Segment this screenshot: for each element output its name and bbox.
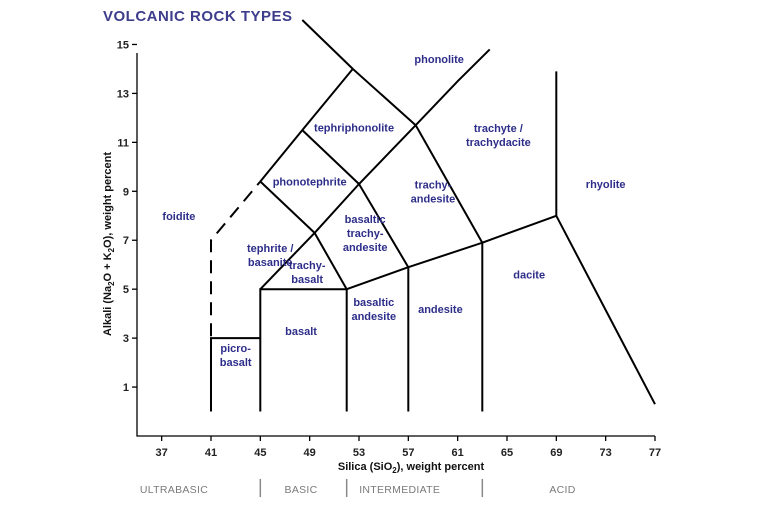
x-tick-label: 77	[649, 447, 661, 459]
y-tick-label: 1	[123, 382, 129, 394]
axis-lines	[136, 53, 655, 437]
x-tick-label: 73	[600, 447, 612, 459]
category-label: ULTRABASIC	[140, 484, 208, 496]
boundary-line	[210, 180, 262, 400]
field-label-line: picro-	[220, 343, 251, 355]
field-label-line: trachy-	[289, 260, 326, 272]
field-label-line: trachydacite	[466, 137, 531, 149]
field-label-line: phonotephrite	[273, 177, 347, 189]
field-label-phonotephrite: phonotephrite	[273, 177, 347, 189]
boundary-line	[555, 71, 656, 405]
field-label-line: dacite	[513, 270, 545, 282]
field-label-tephriphonolite: tephriphonolite	[314, 123, 394, 135]
y-tick-label: 15	[117, 39, 129, 51]
axes	[136, 53, 655, 437]
field-label-rhyolite: rhyolite	[586, 179, 626, 191]
y-tick-label: 11	[117, 137, 129, 149]
field-label-dacite: dacite	[513, 270, 545, 282]
x-tick-label: 65	[501, 447, 513, 459]
category-label: ACID	[549, 484, 575, 496]
boundary-line	[301, 19, 354, 70]
x-tick-label: 61	[452, 447, 464, 459]
page-title: VOLCANIC ROCK TYPES	[103, 8, 293, 25]
field-label-line: trachy-	[415, 179, 452, 191]
x-axis-title: Silica (SiO2), weight percent	[338, 461, 485, 475]
field-label-trachyandesite: trachy-andesite	[411, 179, 456, 205]
y-axis-title: Alkali (Na2O + K2O), weight percent	[102, 152, 116, 336]
field-label-line: tephrite /	[247, 243, 293, 255]
field-label-tephrite-basanite: tephrite / basanite	[247, 243, 293, 269]
x-tick-label: 41	[205, 447, 217, 459]
boundary-line	[259, 67, 417, 183]
field-label-line: phonolite	[414, 54, 464, 66]
x-axis-ticks: 37 41 45 49 53 57 61 65 69 73 77	[156, 436, 661, 459]
x-tick-label: 53	[353, 447, 365, 459]
rock-categories: ULTRABASIC BASIC INTERMEDIATE ACID	[140, 479, 575, 497]
x-tick-label: 49	[304, 447, 316, 459]
y-tick-label: 7	[123, 235, 129, 247]
field-label-basalt: basalt	[285, 326, 317, 338]
field-label-line: trachy-	[347, 228, 384, 240]
y-tick-label: 5	[123, 284, 129, 296]
field-label-line: basaltic	[353, 297, 394, 309]
field-label-line: tephriphonolite	[314, 123, 394, 135]
field-label-line: basanite	[248, 257, 293, 269]
field-label-line: andesite	[418, 304, 463, 316]
field-label-line: basalt	[285, 326, 317, 338]
boundary-line	[313, 232, 348, 290]
field-label-line: basalt	[220, 357, 252, 369]
field-label-line: trachyte /	[474, 123, 523, 135]
boundary-lines	[210, 19, 656, 412]
boundary-line	[358, 183, 410, 268]
x-tick-label: 69	[550, 447, 562, 459]
field-label-line: basaltic	[345, 214, 386, 226]
boundary-line	[414, 124, 484, 244]
field-label-picrobasalt: picro-basalt	[220, 343, 252, 369]
field-label-line: andesite	[343, 242, 388, 254]
field-label-line: basalt	[291, 274, 323, 286]
category-label: BASIC	[285, 484, 318, 496]
field-label-phonolite: phonolite	[414, 54, 464, 66]
field-label-andesite: andesite	[418, 304, 463, 316]
y-tick-label: 3	[123, 333, 129, 345]
category-label: INTERMEDIATE	[359, 484, 440, 496]
boundary-line	[481, 214, 557, 244]
field-label-line: foidite	[162, 211, 195, 223]
boundary-line	[259, 288, 348, 412]
x-tick-label: 57	[402, 447, 414, 459]
boundary-line	[259, 180, 316, 234]
y-tick-label: 13	[117, 88, 129, 100]
field-label-foidite: foidite	[162, 211, 195, 223]
boundary-line	[346, 266, 409, 291]
y-tick-label: 9	[123, 186, 129, 198]
field-label-basaltic-trachyandesite: basaltic trachy-andesite	[343, 214, 388, 254]
boundary-line	[259, 48, 491, 290]
field-label-trachyte-trachydacite: trachyte / trachydacite	[466, 123, 531, 149]
field-label-line: andesite	[351, 311, 396, 323]
field-label-line: rhyolite	[586, 179, 626, 191]
field-label-basaltic-andesite: basaltic andesite	[351, 297, 396, 323]
x-tick-label: 45	[254, 447, 266, 459]
field-label-line: andesite	[411, 193, 456, 205]
field-label-trachybasalt: trachy-basalt	[289, 260, 326, 286]
boundary-line	[301, 129, 360, 185]
x-tick-label: 37	[156, 447, 168, 459]
boundary-line	[407, 241, 484, 412]
